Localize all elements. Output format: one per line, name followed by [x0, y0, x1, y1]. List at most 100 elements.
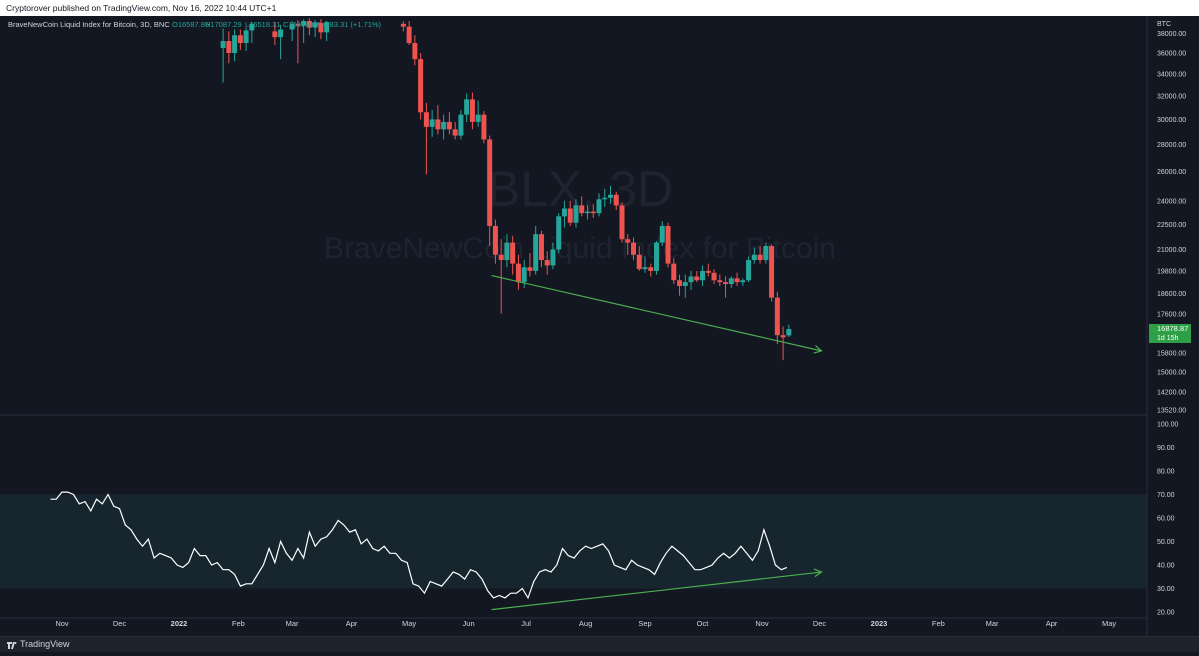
price-tick-label: 13520.00	[1157, 408, 1186, 415]
candle	[671, 258, 677, 285]
candle-body	[418, 59, 424, 113]
candle	[289, 21, 295, 42]
time-tick-label: Jul	[521, 619, 531, 628]
candle	[435, 105, 441, 135]
rsi-axis[interactable]: 100.00 90.00 80.00 70.00 60.00 50.00 40.00 30.0…	[1157, 422, 1179, 617]
candle-body	[728, 278, 734, 285]
candle	[452, 121, 458, 140]
price-tick-label: 14200.00	[1157, 390, 1186, 397]
candle	[458, 109, 464, 140]
candle	[694, 270, 700, 283]
candle-body	[232, 35, 238, 53]
rsi-indicator	[50, 491, 788, 600]
candle	[278, 24, 284, 60]
chart-area[interactable]: BLX, 3D BraveNewCoin Liquid Index for Bi…	[0, 16, 1199, 636]
candle	[631, 237, 637, 261]
candle	[318, 19, 324, 40]
candle-body	[567, 208, 573, 223]
candle	[642, 256, 648, 273]
time-axis[interactable]: Nov Dec 2022 Feb Mar Apr May Jun Jul Aug Sep Oct Nov…	[55, 619, 1116, 628]
price-tick-label: 30000.00	[1157, 117, 1186, 124]
candle-body	[441, 121, 447, 130]
rsi-tick-label: 20.00	[1157, 610, 1175, 617]
candle	[556, 213, 562, 253]
candle	[740, 278, 746, 286]
candle-body	[746, 260, 752, 281]
candle-body	[423, 112, 429, 127]
candle-body	[711, 272, 717, 281]
candle	[711, 269, 717, 285]
legend-close: C16878.87	[283, 20, 320, 29]
rsi-band	[0, 494, 1147, 589]
candle	[596, 193, 602, 217]
watermark: BLX, 3D BraveNewCoin Liquid Index for Bi…	[324, 161, 836, 265]
candle	[301, 19, 307, 44]
candle-body	[717, 280, 723, 283]
candle	[272, 21, 278, 45]
price-trendline[interactable]	[491, 274, 822, 352]
footer-bar: TradingView	[0, 636, 1199, 652]
candles	[220, 18, 792, 361]
footer-brand: TradingView	[20, 639, 70, 649]
candle	[682, 274, 688, 298]
candle-body	[452, 129, 458, 136]
candle-body	[533, 234, 539, 271]
candle-body	[619, 205, 625, 240]
price-tick-label: 26000.00	[1157, 169, 1186, 176]
time-tick-label: Feb	[232, 619, 245, 628]
time-tick-label: Nov	[55, 619, 69, 628]
rsi-tick-label: 90.00	[1157, 445, 1175, 452]
time-tick-label: Mar	[286, 619, 299, 628]
legend: BraveNewCoin Liquid Index for Bitcoin, 3…	[8, 20, 382, 29]
candle-body	[579, 205, 585, 214]
candle-body	[550, 249, 556, 266]
candle-body	[487, 139, 493, 226]
candle	[728, 276, 734, 288]
price-axis-currency: BTC	[1157, 21, 1171, 28]
candle-body	[272, 31, 278, 38]
candle-body	[475, 114, 481, 122]
candle	[429, 109, 435, 137]
rsi-trendline[interactable]	[491, 571, 822, 611]
candle-body	[769, 246, 775, 298]
candle	[579, 196, 585, 217]
time-tick-label: Mar	[986, 619, 999, 628]
price-tick-label: 15800.00	[1157, 351, 1186, 358]
rsi-tick-label: 100.00	[1157, 422, 1179, 429]
time-tick-label: Feb	[932, 619, 945, 628]
candle	[418, 53, 424, 120]
candle	[590, 203, 596, 218]
time-tick-label: May	[1102, 619, 1116, 628]
candle	[717, 274, 723, 286]
rsi-tick-label: 50.00	[1157, 539, 1175, 546]
candle-body	[527, 267, 533, 271]
candle	[769, 244, 775, 302]
candle-body	[220, 41, 226, 48]
candle	[544, 251, 550, 275]
candle	[232, 29, 238, 62]
candle-body	[723, 282, 729, 285]
candle-body	[504, 242, 510, 261]
candle	[527, 252, 533, 277]
candle-body	[573, 205, 579, 223]
candle	[654, 240, 660, 275]
last-price-value: 16878.87	[1157, 324, 1188, 333]
candle	[306, 18, 312, 36]
candle-body	[458, 114, 464, 136]
candle-body	[602, 197, 608, 200]
bar-countdown: 1d 15h	[1157, 335, 1179, 342]
candle	[734, 272, 740, 286]
candle-body	[625, 239, 631, 243]
price-tick-label: 15000.00	[1157, 370, 1186, 377]
candle	[774, 291, 780, 345]
candle-body	[400, 23, 406, 27]
candle-body	[515, 263, 521, 283]
candle-body	[682, 282, 688, 286]
candle	[533, 225, 539, 275]
legend-change: +283.31 (+1.71%)	[321, 20, 382, 29]
candle	[625, 234, 631, 255]
time-tick-label: Apr	[1046, 619, 1058, 628]
candle	[648, 263, 654, 277]
candle	[567, 200, 573, 226]
time-tick-label: Dec	[813, 619, 827, 628]
